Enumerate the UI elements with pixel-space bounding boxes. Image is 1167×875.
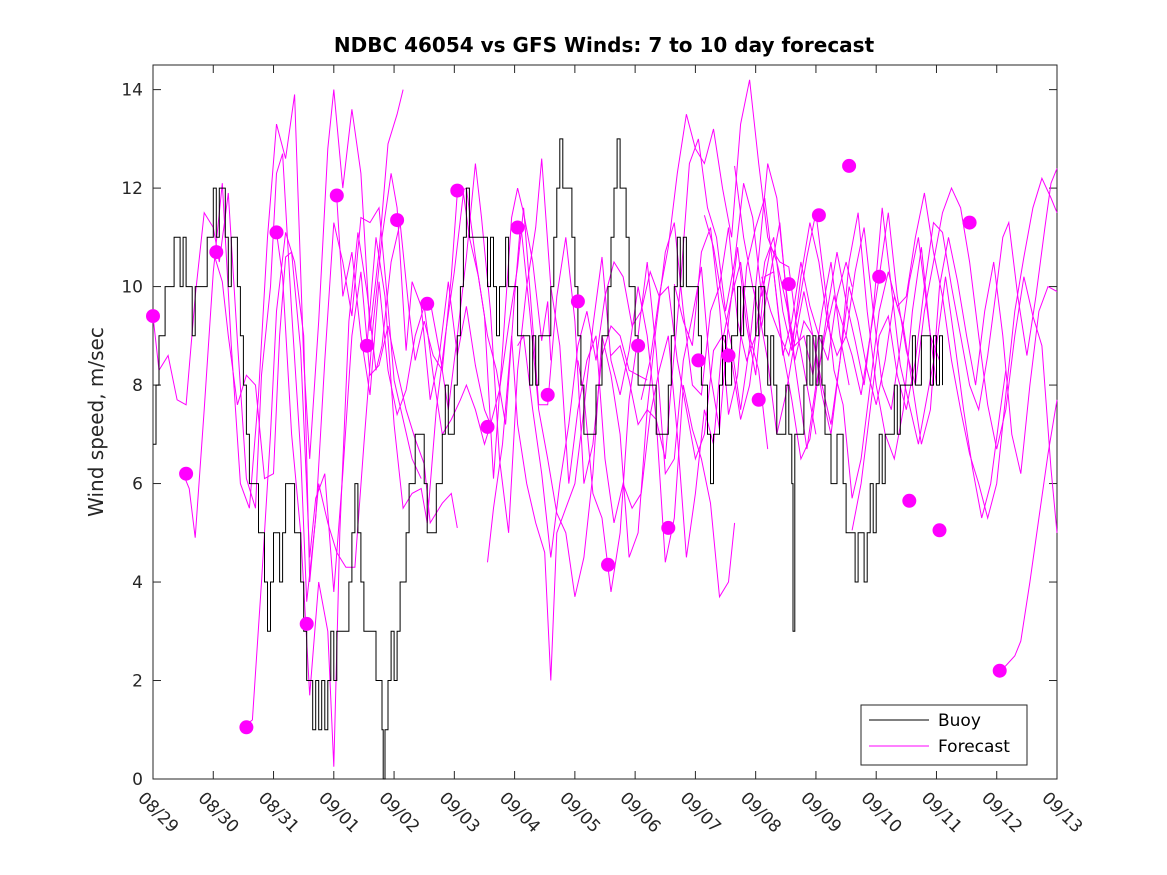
y-tick-label: 14	[121, 81, 143, 101]
y-tick-label: 10	[121, 278, 143, 298]
forecast-line-19	[999, 399, 1058, 672]
forecast-marker-22	[781, 277, 796, 292]
plot-area	[152, 64, 1058, 780]
legend-buoy-label: Buoy	[938, 711, 981, 731]
forecast-marker-17	[631, 338, 646, 353]
forecast-marker-28	[962, 215, 977, 230]
forecast-line-9	[487, 138, 817, 681]
forecast-marker-13	[510, 220, 525, 235]
forecast-marker-20	[721, 348, 736, 363]
forecast-line-17	[761, 176, 1058, 520]
forecast-line-1	[152, 153, 422, 602]
y-tick-label: 8	[132, 376, 143, 396]
forecast-marker-11	[450, 183, 465, 198]
forecast-line-16	[734, 165, 1058, 533]
forecast-marker-25	[872, 269, 887, 284]
y-axis: 0 2 4 6 8 10 12 14	[121, 81, 1057, 790]
y-axis-label: Wind speed, m/sec	[84, 327, 108, 517]
forecast-line-3	[212, 251, 458, 592]
forecast-marker-29	[992, 663, 1007, 678]
forecast-marker-10	[420, 296, 435, 311]
y-tick-label: 0	[132, 770, 143, 790]
forecast-line-14	[673, 197, 1007, 519]
chart-title: NDBC 46054 vs GFS Winds: 7 to 10 day for…	[334, 33, 875, 57]
forecast-line-2	[182, 89, 404, 538]
y-tick-label: 2	[132, 672, 143, 692]
forecast-line-11	[577, 247, 853, 592]
forecast-marker-6	[299, 616, 314, 631]
forecast-marker-16	[601, 557, 615, 572]
forecast-line-13	[640, 212, 940, 461]
y-tick-label: 12	[121, 179, 143, 199]
forecast-line-12	[610, 222, 937, 426]
y-tick-label: 6	[132, 475, 143, 495]
forecast-marker-12	[480, 419, 495, 434]
forecast-marker-9	[390, 213, 405, 228]
forecast-marker-3	[209, 245, 224, 260]
forecast-marker-27	[932, 523, 947, 538]
legend-box	[860, 704, 1028, 766]
forecast-marker-24	[842, 158, 857, 173]
forecast-marker-2	[179, 466, 194, 481]
forecast-marker-4	[239, 720, 254, 735]
forecast-markers	[146, 158, 1007, 735]
buoy-line	[153, 138, 943, 780]
forecast-marker-19	[691, 353, 706, 368]
forecast-line-18	[851, 168, 1058, 531]
forecast-marker-26	[902, 493, 917, 508]
forecast-marker-8	[359, 338, 374, 353]
y-tick-label: 4	[132, 573, 143, 593]
legend-forecast-label: Forecast	[938, 737, 1010, 757]
plot-frame	[152, 64, 1058, 780]
forecast-marker-7	[329, 188, 344, 203]
forecast-marker-1	[146, 309, 160, 324]
forecast-marker-15	[570, 294, 585, 309]
forecast-marker-21	[751, 392, 766, 407]
forecast-marker-18	[661, 520, 676, 535]
forecast-marker-5	[269, 225, 284, 240]
legend: Buoy Forecast	[860, 704, 1028, 766]
forecast-marker-14	[540, 387, 555, 402]
forecast-line-8	[429, 158, 769, 558]
forecast-marker-23	[811, 208, 826, 223]
series-layer	[152, 79, 1058, 780]
forecast-line-5	[276, 187, 552, 767]
forecast-line-15	[703, 163, 1058, 474]
